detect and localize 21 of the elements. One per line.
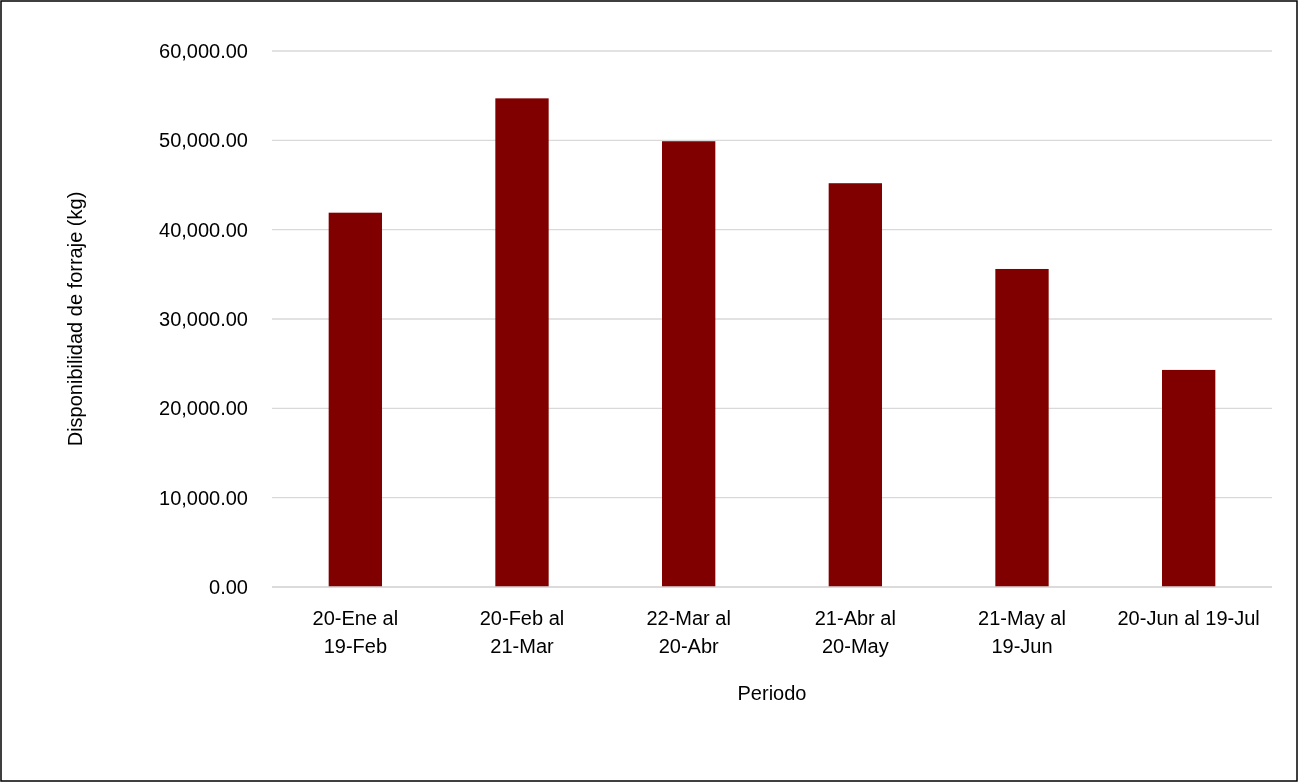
x-tick-label: 21-May al 19-Jun: [978, 607, 1066, 657]
x-tick-label: 21-Abr al 20-May: [814, 607, 896, 657]
x-tick-label: 22-Mar al 20-Abr: [646, 607, 731, 657]
y-tick-label: 10,000.00: [159, 486, 248, 509]
bar: [1162, 369, 1216, 587]
x-axis-title: Periodo: [737, 682, 807, 704]
y-tick-label: 20,000.00: [159, 397, 248, 420]
x-tick-label: 20-Jun al 19-Jul: [1117, 607, 1260, 629]
bar: [662, 141, 716, 587]
x-tick-label: 20-Ene al 19-Feb: [312, 607, 399, 657]
y-axis-title: Disponibilidad de forraje (kg): [64, 191, 86, 447]
y-tick-label: 40,000.00: [159, 218, 248, 241]
y-tick-label: 30,000.00: [159, 308, 248, 330]
y-tick-label: 50,000.00: [159, 129, 248, 152]
x-tick-label: 20-Feb al 21-Mar: [479, 607, 565, 657]
bar: [495, 98, 549, 587]
y-tick-label: 0.00: [209, 576, 248, 598]
y-tick-label: 60,000.00: [159, 40, 248, 62]
bar: [995, 268, 1049, 587]
bar: [328, 212, 382, 587]
bar: [828, 183, 882, 587]
